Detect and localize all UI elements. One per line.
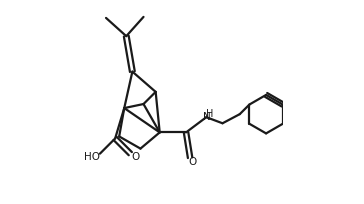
Text: O: O bbox=[131, 152, 139, 162]
Text: N: N bbox=[203, 112, 211, 122]
Text: O: O bbox=[188, 157, 196, 167]
Text: HO: HO bbox=[84, 152, 100, 162]
Text: H: H bbox=[206, 109, 214, 119]
